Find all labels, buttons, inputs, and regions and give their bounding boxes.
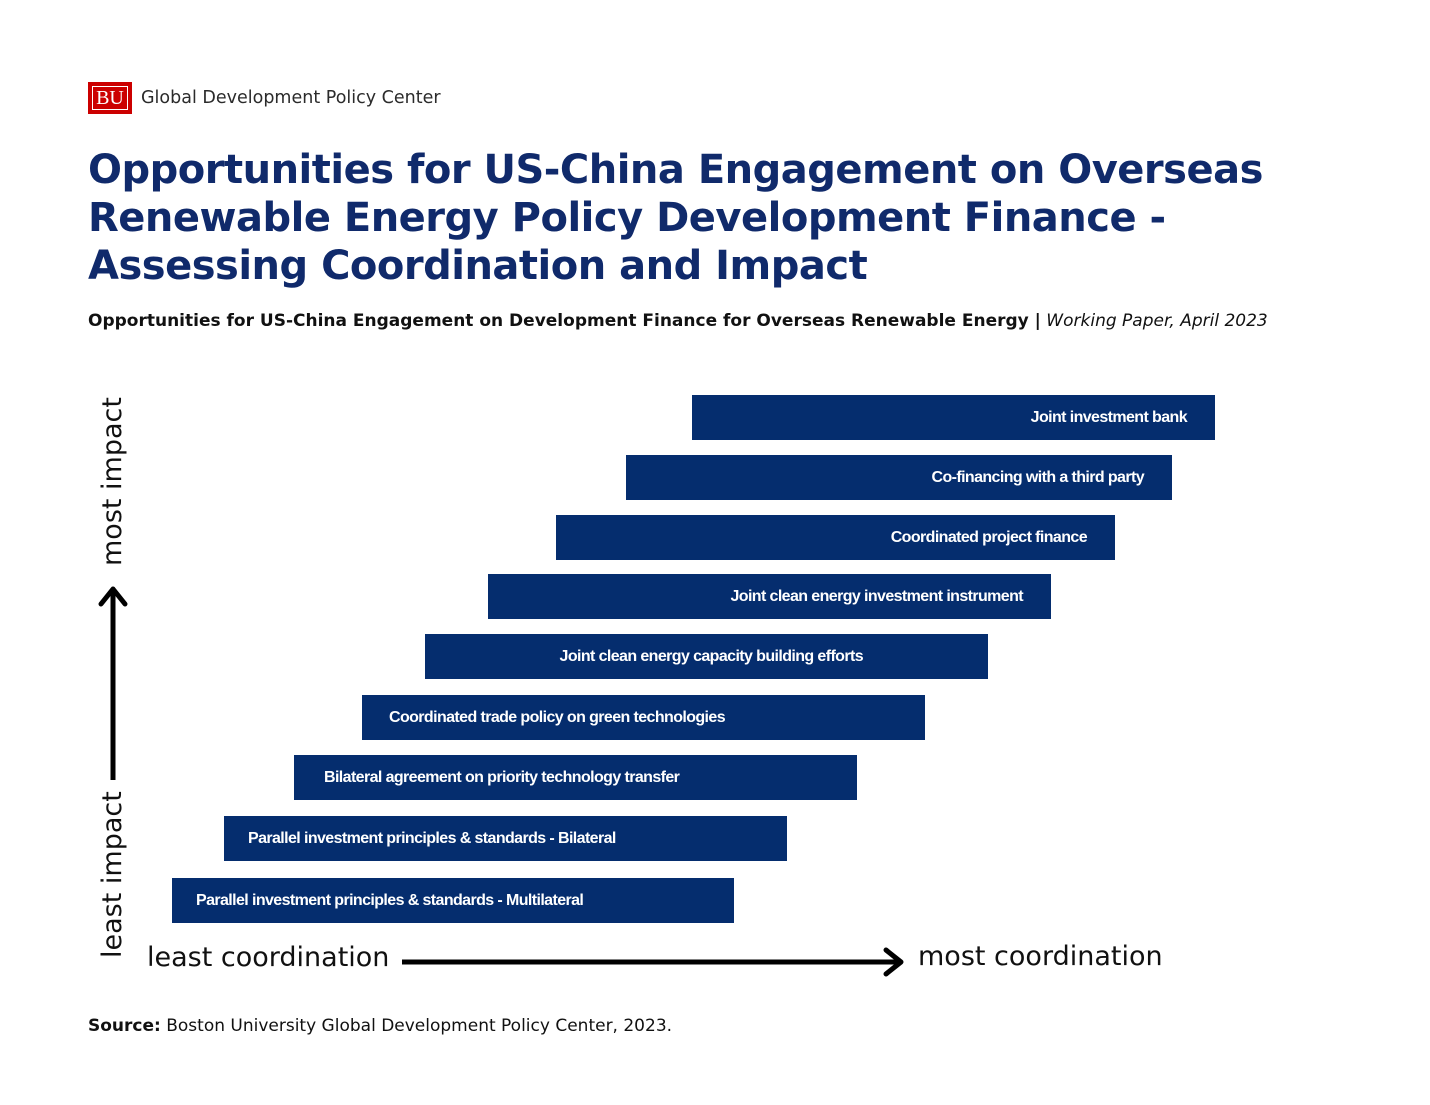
bar-label: Parallel investment principles & standar… [196, 891, 584, 909]
source-label: Source: [88, 1016, 161, 1036]
source-text: Boston University Global Development Pol… [166, 1016, 673, 1036]
bar-label: Joint clean energy capacity building eff… [559, 647, 864, 665]
y-axis-arrow [98, 586, 128, 780]
subtitle-paper-date: Working Paper, April 2023 [1046, 311, 1268, 331]
bar-label: Parallel investment principles & standar… [248, 829, 616, 847]
bar-co-financing: Co-financing with a third party [626, 455, 1172, 500]
bar-label: Co-financing with a third party [931, 468, 1144, 486]
logo-text: BU [96, 86, 124, 109]
bar-parallel-bilateral: Parallel investment principles & standar… [224, 816, 787, 861]
bar-label: Coordinated project finance [890, 528, 1088, 546]
source-note: Source: Boston University Global Develop… [88, 1016, 672, 1036]
bar-parallel-multilateral: Parallel investment principles & standar… [172, 878, 734, 923]
bar-coordinated-trade-policy: Coordinated trade policy on green techno… [362, 695, 925, 740]
bar-joint-investment-bank: Joint investment bank [692, 395, 1215, 440]
header: BU Global Development Policy Center [88, 82, 441, 114]
x-axis-label-high: most coordination [918, 941, 1163, 972]
bar-label: Coordinated trade policy on green techno… [389, 708, 726, 726]
page-title: Opportunities for US-China Engagement on… [88, 147, 1263, 289]
bar-joint-clean-energy-instrument: Joint clean energy investment instrument [488, 574, 1051, 619]
y-axis-label-high: most impact [97, 397, 128, 566]
subtitle-paper-title: Opportunities for US-China Engagement on… [88, 311, 1041, 331]
bar-label: Joint investment bank [1030, 408, 1188, 426]
bar-label: Joint clean energy investment instrument [730, 587, 1023, 605]
bar-coordinated-project-finance: Coordinated project finance [556, 515, 1115, 560]
x-axis-label-low: least coordination [147, 942, 390, 973]
bar-joint-capacity-building: Joint clean energy capacity building eff… [425, 634, 988, 679]
org-name: Global Development Policy Center [141, 88, 441, 108]
bu-logo: BU [88, 82, 132, 114]
bar-label: Bilateral agreement on priority technolo… [324, 768, 680, 786]
bar-bilateral-technology-transfer: Bilateral agreement on priority technolo… [294, 755, 857, 800]
y-axis-label-low: least impact [97, 791, 128, 958]
subtitle: Opportunities for US-China Engagement on… [88, 311, 1268, 331]
x-axis-arrow [402, 947, 904, 977]
